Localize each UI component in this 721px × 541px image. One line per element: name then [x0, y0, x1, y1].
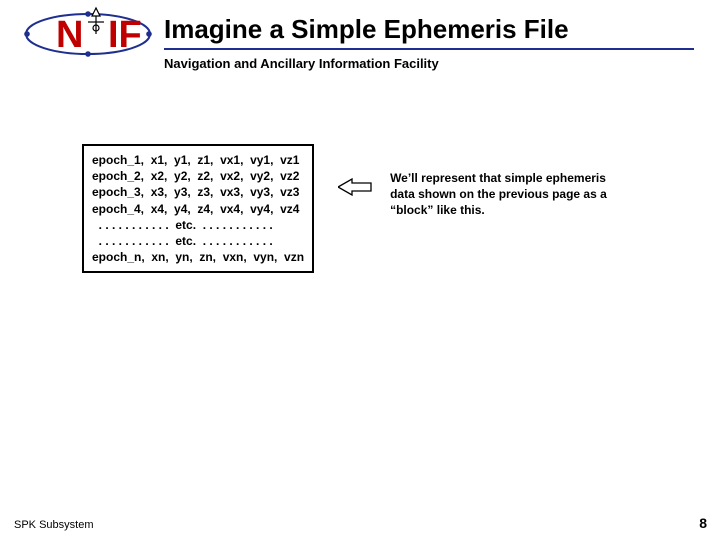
page-subtitle: Navigation and Ancillary Information Fac…: [164, 56, 439, 71]
page-number: 8: [699, 515, 707, 531]
block-caption: We’ll represent that simple ephemeris da…: [390, 170, 620, 219]
ephemeris-block: epoch_1, x1, y1, z1, vx1, vy1, vz1 epoch…: [82, 144, 314, 273]
footer-left-text: SPK Subsystem: [14, 519, 93, 531]
spacecraft-icon: [88, 8, 104, 34]
page-title: Imagine a Simple Ephemeris File: [164, 14, 569, 45]
logo-letter-n: N: [56, 14, 83, 56]
title-underline: [164, 48, 694, 50]
logo-letters-if: IF: [108, 14, 142, 56]
naif-logo: N IF: [18, 6, 158, 65]
left-arrow-icon: [338, 178, 372, 201]
